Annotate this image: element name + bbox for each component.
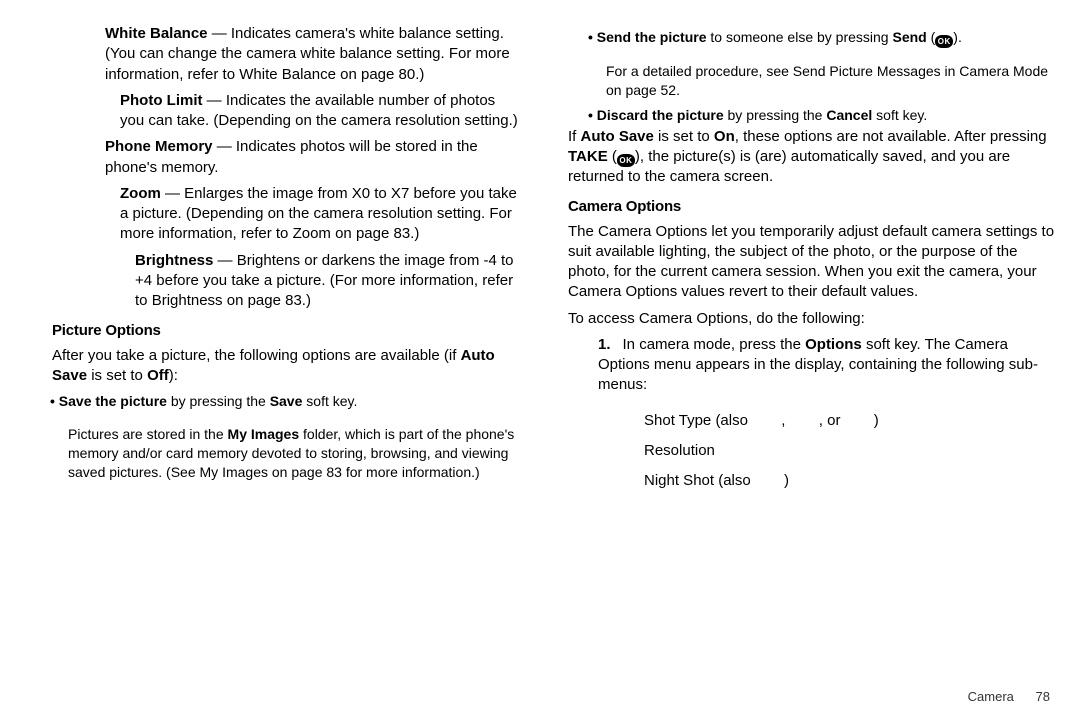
camera-options-submenu-list: Shot Type (also , , or ) Resolution Night …: [644, 411, 1060, 492]
picture-option-bullet: • Send the picture to someone else by pr…: [588, 28, 1060, 48]
settings-item: Photo Limit — Indicates the available nu…: [120, 91, 522, 132]
camera-submenu-item: Resolution: [644, 441, 1060, 461]
footer-section: Camera: [968, 689, 1014, 704]
right-column: • Send the picture to someone else by pr…: [540, 24, 1060, 710]
step-1-number: 1.: [598, 336, 611, 353]
picture-options-intro: After you take a picture, the following …: [52, 346, 522, 387]
picture-options-heading: Picture Options: [52, 321, 522, 341]
save-picture-detail: Pictures are stored in the My Images fol…: [68, 425, 522, 482]
settings-item: Zoom — Enlarges the image from X0 to X7 …: [120, 184, 522, 245]
settings-item: Brightness — Brightens or darkens the im…: [135, 251, 522, 312]
settings-item: Phone Memory — Indicates photos will be …: [105, 137, 522, 178]
manual-page: White Balance — Indicates camera's white…: [0, 0, 1080, 720]
camera-submenu-item: Night Shot (also ): [644, 471, 1060, 491]
settings-item: White Balance — Indicates camera's white…: [105, 24, 522, 85]
step-1: 1.In camera mode, press the Options soft…: [598, 335, 1060, 396]
left-column: White Balance — Indicates camera's white…: [20, 24, 540, 710]
footer-page-number: 78: [1036, 689, 1050, 704]
save-picture-bullet: • Save the picture by pressing the Save …: [50, 392, 522, 411]
step-1-text: In camera mode, press the Options soft k…: [598, 336, 1038, 394]
camera-options-body-2: To access Camera Options, do the followi…: [568, 309, 1060, 329]
picture-option-detail: For a detailed procedure, see Send Pictu…: [606, 62, 1060, 100]
autosave-note: If Auto Save is set to On, these options…: [568, 127, 1060, 188]
save-picture-text: Save the picture by pressing the Save so…: [59, 393, 358, 409]
camera-options-heading: Camera Options: [568, 197, 1060, 217]
camera-options-body-1: The Camera Options let you temporarily a…: [568, 222, 1060, 303]
page-footer: Camera 78: [968, 688, 1050, 706]
picture-option-bullet: • Discard the picture by pressing the Ca…: [588, 106, 1060, 125]
camera-submenu-item: Shot Type (also , , or ): [644, 411, 1060, 431]
